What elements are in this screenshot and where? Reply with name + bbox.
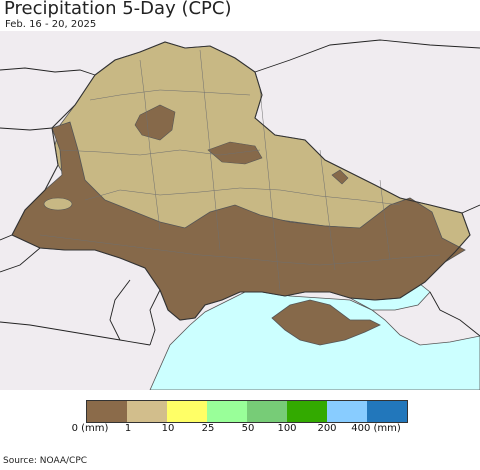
legend-tick-1: 1 xyxy=(124,423,132,434)
map-title: Precipitation 5-Day (CPC) xyxy=(4,0,232,19)
data-source: Source: NOAA/CPC xyxy=(3,456,88,466)
legend-tick-200: 200 xyxy=(317,423,337,434)
precipitation-legend xyxy=(86,400,408,423)
legend-tick-100: 100 xyxy=(277,423,297,434)
legend-swatch-1 xyxy=(127,401,167,422)
ukraine-border xyxy=(11,41,471,321)
legend-tick-25: 25 xyxy=(201,423,215,434)
legend-ticks: 0 (mm) 1 10 25 50 100 200 400 (mm) xyxy=(0,423,480,437)
neighbor-borders xyxy=(0,39,480,346)
legend-swatch-400 xyxy=(367,401,407,422)
precip-light-patch-west xyxy=(43,197,73,211)
map-date-range: Feb. 16 - 20, 2025 xyxy=(5,19,97,30)
legend-tick-50: 50 xyxy=(241,423,255,434)
legend-swatch-10 xyxy=(167,401,207,422)
legend-swatch-50 xyxy=(247,401,287,422)
legend-swatch-200 xyxy=(327,401,367,422)
legend-swatch-0 xyxy=(87,401,127,422)
legend-tick-0: 0 (mm) xyxy=(71,423,109,434)
legend-tick-10: 10 xyxy=(161,423,175,434)
legend-swatch-25 xyxy=(207,401,247,422)
crimea xyxy=(271,299,381,346)
precipitation-map xyxy=(0,31,480,390)
oblast-boundaries xyxy=(39,49,441,291)
legend-swatch-100 xyxy=(287,401,327,422)
legend-tick-400: 400 (mm) xyxy=(351,423,401,434)
precip-dry-patch-east xyxy=(331,169,349,185)
precip-dry-patch-north xyxy=(134,104,176,141)
